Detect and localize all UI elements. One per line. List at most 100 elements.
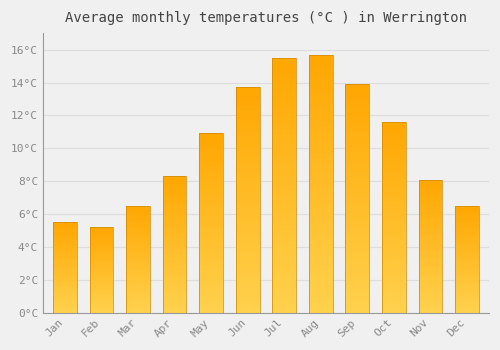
Bar: [199, 176, 223, 180]
Bar: [418, 254, 442, 257]
Bar: [309, 178, 332, 184]
Bar: [309, 101, 332, 106]
Bar: [53, 247, 77, 249]
Bar: [199, 259, 223, 262]
Bar: [90, 304, 114, 306]
Bar: [455, 295, 479, 298]
Bar: [90, 234, 114, 236]
Bar: [346, 230, 369, 235]
Bar: [126, 244, 150, 246]
Bar: [90, 268, 114, 270]
Bar: [236, 236, 260, 240]
Bar: [346, 290, 369, 294]
Bar: [346, 303, 369, 308]
Bar: [309, 142, 332, 147]
Bar: [199, 266, 223, 270]
Bar: [90, 308, 114, 309]
Bar: [346, 93, 369, 98]
Bar: [272, 104, 296, 109]
Bar: [90, 263, 114, 265]
Bar: [272, 287, 296, 292]
Bar: [382, 221, 406, 225]
Bar: [236, 173, 260, 177]
Bar: [53, 276, 77, 278]
Bar: [199, 209, 223, 212]
Bar: [455, 242, 479, 244]
Bar: [162, 261, 186, 264]
Bar: [53, 302, 77, 303]
Bar: [272, 99, 296, 104]
Bar: [53, 309, 77, 311]
Bar: [382, 290, 406, 294]
Bar: [126, 308, 150, 310]
Bar: [236, 286, 260, 290]
Bar: [346, 107, 369, 112]
Bar: [272, 165, 296, 170]
Bar: [236, 304, 260, 308]
Bar: [455, 246, 479, 248]
Bar: [90, 302, 114, 304]
Bar: [126, 264, 150, 266]
Bar: [90, 284, 114, 285]
Bar: [199, 184, 223, 187]
Bar: [455, 283, 479, 285]
Bar: [236, 204, 260, 209]
Bar: [309, 261, 332, 266]
Bar: [53, 231, 77, 233]
Bar: [382, 168, 406, 172]
Bar: [272, 221, 296, 226]
Bar: [53, 291, 77, 293]
Bar: [309, 85, 332, 91]
Bar: [90, 241, 114, 243]
Bar: [455, 229, 479, 231]
Bar: [382, 305, 406, 309]
Bar: [199, 144, 223, 148]
Bar: [272, 252, 296, 257]
Bar: [90, 253, 114, 254]
Bar: [236, 308, 260, 313]
Bar: [455, 279, 479, 281]
Bar: [90, 246, 114, 248]
Bar: [382, 141, 406, 145]
Bar: [162, 198, 186, 201]
Bar: [126, 210, 150, 212]
Bar: [346, 185, 369, 189]
Bar: [309, 106, 332, 111]
Bar: [236, 299, 260, 304]
Bar: [126, 206, 150, 208]
Bar: [382, 263, 406, 267]
Bar: [126, 214, 150, 217]
Bar: [236, 133, 260, 137]
Bar: [309, 127, 332, 132]
Bar: [272, 282, 296, 287]
Bar: [162, 266, 186, 269]
Bar: [382, 217, 406, 221]
Bar: [53, 255, 77, 257]
Bar: [309, 55, 332, 60]
Bar: [162, 195, 186, 198]
Bar: [418, 182, 442, 185]
Bar: [126, 233, 150, 236]
Bar: [346, 157, 369, 162]
Bar: [309, 189, 332, 194]
Bar: [309, 70, 332, 75]
Bar: [418, 236, 442, 238]
Bar: [346, 272, 369, 276]
Bar: [236, 187, 260, 191]
Bar: [53, 293, 77, 295]
Bar: [382, 137, 406, 141]
Bar: [199, 255, 223, 259]
Bar: [162, 274, 186, 277]
Bar: [199, 202, 223, 205]
Bar: [346, 171, 369, 176]
Bar: [346, 180, 369, 185]
Bar: [162, 280, 186, 283]
Bar: [236, 223, 260, 227]
Bar: [272, 149, 296, 155]
Bar: [199, 288, 223, 291]
Bar: [53, 246, 77, 247]
Bar: [199, 148, 223, 152]
Bar: [309, 308, 332, 313]
Bar: [162, 239, 186, 242]
Bar: [346, 248, 369, 253]
